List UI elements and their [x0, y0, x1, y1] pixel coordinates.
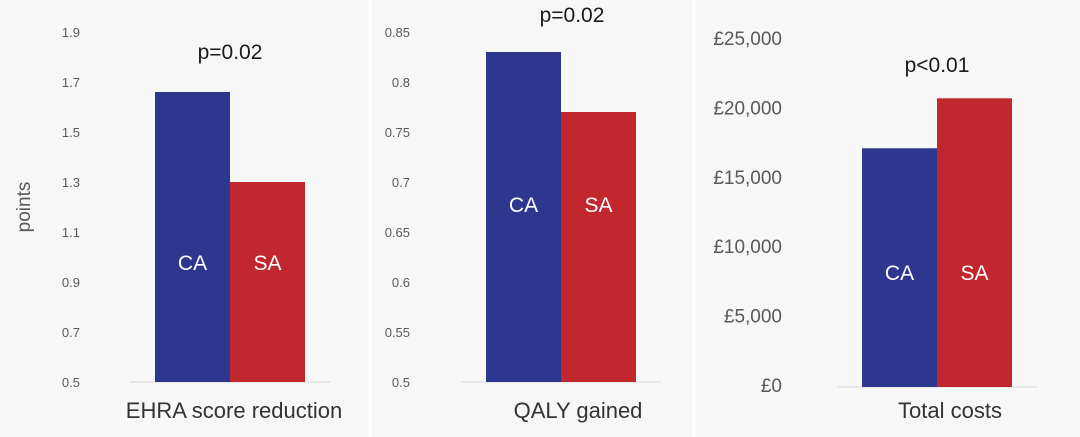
p-value-annotation: p=0.02 — [540, 4, 605, 27]
y-tick-label: 0.7 — [62, 325, 80, 340]
y-tick-label: 1.1 — [62, 225, 80, 240]
y-tick-label: 1.3 — [62, 175, 80, 190]
y-tick-label: 0.6 — [392, 275, 410, 290]
y-tick-label: £25,000 — [713, 29, 782, 50]
y-tick-label: 1.5 — [62, 125, 80, 140]
bar-category-label: CA — [885, 262, 914, 285]
y-tick-label: 0.8 — [392, 75, 410, 90]
y-tick-label: £20,000 — [713, 98, 782, 119]
y-tick-label: 0.55 — [385, 325, 410, 340]
y-tick-label: 1.7 — [62, 75, 80, 90]
y-tick-label: 0.7 — [392, 175, 410, 190]
x-axis-label: QALY gained — [514, 398, 643, 423]
qaly-panel: p=0.02 QALY gained 0.85 0.8 0.75 0.7 0.65 0.6… — [385, 4, 661, 423]
y-tick-label: 0.5 — [62, 375, 80, 390]
bar-ca — [862, 148, 937, 387]
y-tick-label: 0.5 — [392, 375, 410, 390]
p-value-annotation: p=0.02 — [198, 41, 263, 64]
bar-sa — [561, 112, 636, 382]
y-tick-label: 1.9 — [62, 25, 80, 40]
bar-sa — [937, 98, 1012, 388]
y-tick-label: 0.65 — [385, 225, 410, 240]
x-axis-label: EHRA score reduction — [126, 398, 342, 423]
bar-category-label: SA — [584, 194, 612, 217]
bar-category-label: CA — [178, 252, 207, 275]
y-axis-label: points — [14, 182, 35, 233]
ehra-score-panel: points p=0.02 EHRA score reduction 1.9 1.… — [14, 25, 342, 423]
total-costs-panel: p<0.01 Total costs £25,000 £20,000 £15,000… — [713, 29, 1037, 423]
y-tick-label: £10,000 — [713, 237, 782, 258]
bar-category-label: SA — [253, 252, 281, 275]
y-tick-label: 0.9 — [62, 275, 80, 290]
x-axis-label: Total costs — [898, 398, 1002, 423]
y-tick-label: £0 — [761, 376, 782, 397]
y-tick-label: 0.75 — [385, 125, 410, 140]
bar-ca — [155, 92, 230, 382]
y-tick-label: £5,000 — [724, 307, 782, 328]
bar-ca — [486, 52, 561, 382]
y-tick-label: 0.85 — [385, 25, 410, 40]
bar-category-label: CA — [509, 194, 538, 217]
y-tick-label: £15,000 — [713, 168, 782, 189]
p-value-annotation: p<0.01 — [905, 54, 970, 77]
bar-sa — [230, 182, 305, 382]
bar-category-label: SA — [960, 262, 988, 285]
